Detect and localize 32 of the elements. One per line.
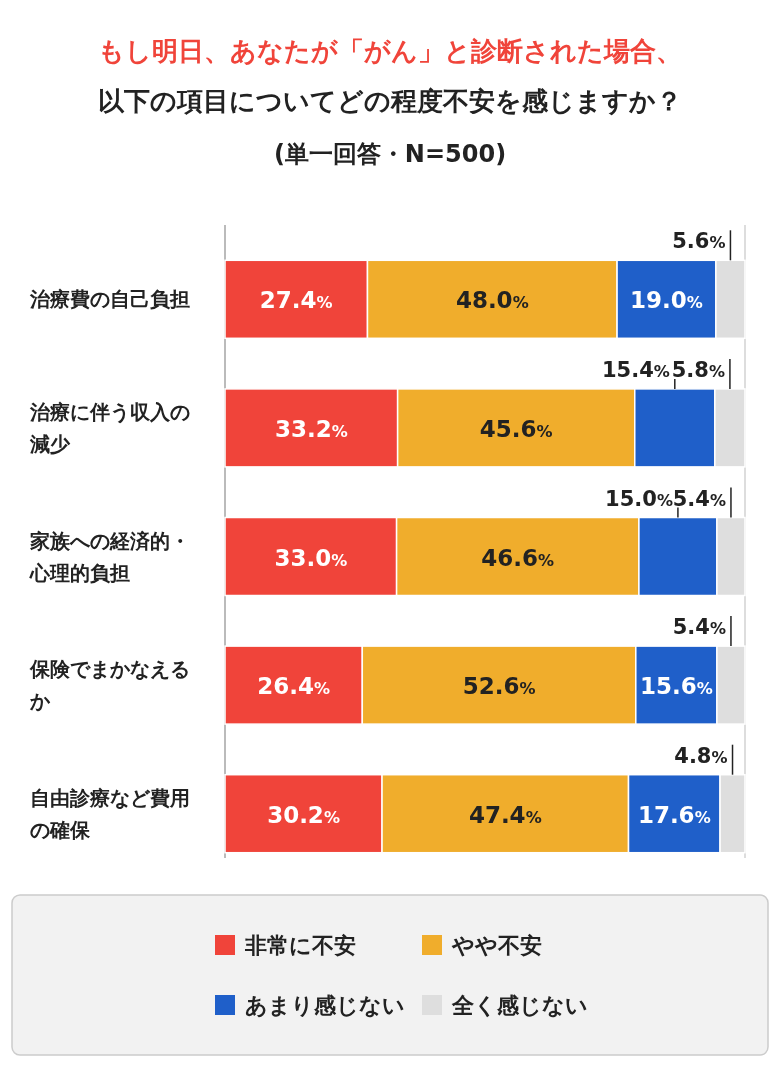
data-label: 15.0% bbox=[605, 486, 673, 511]
legend-label: 非常に不安 bbox=[244, 933, 356, 958]
data-label: 15.4% bbox=[601, 357, 670, 382]
data-label: 5.8% bbox=[671, 357, 725, 382]
data-label: 47.4% bbox=[468, 801, 542, 828]
y-tick-label: 保険でまかなえるか bbox=[30, 656, 191, 716]
data-label: 48.0% bbox=[455, 287, 529, 314]
data-label: 5.4% bbox=[672, 486, 726, 511]
data-label: 15.6% bbox=[639, 673, 713, 700]
data-label: 5.6% bbox=[672, 229, 726, 254]
data-label: 46.6% bbox=[481, 544, 555, 571]
data-label: 45.6% bbox=[479, 415, 553, 442]
data-label: 33.2% bbox=[274, 415, 348, 442]
data-label: 19.0% bbox=[630, 287, 703, 314]
data-label: 5.4% bbox=[672, 615, 726, 640]
y-tick-label: 治療費の自己負担 bbox=[30, 286, 191, 314]
data-label: 27.4% bbox=[259, 287, 333, 314]
y-tick-label: 治療に伴う収入の減少 bbox=[30, 398, 191, 458]
data-label: 26.4% bbox=[257, 673, 331, 700]
data-label: 33.0% bbox=[274, 544, 348, 571]
chart-subtitle: 以下の項目についてどの程度不安を感じますか？ bbox=[98, 86, 682, 116]
data-label: 4.8% bbox=[674, 743, 728, 768]
text: (単一回答・N=500) bbox=[273, 140, 507, 168]
data-label: 30.2% bbox=[267, 801, 340, 828]
legend-label: 全く感じない bbox=[451, 993, 588, 1018]
y-tick-label: 家族への経済的・心理的負担 bbox=[30, 527, 191, 587]
legend-label: あまり感じない bbox=[245, 993, 405, 1018]
y-tick-label: 自由診療など費用の確保 bbox=[30, 784, 191, 844]
data-label: 52.6% bbox=[462, 673, 536, 700]
chart-title: もし明日、あなたが「がん」と診断された場合、 bbox=[98, 36, 682, 66]
data-label: 17.6% bbox=[637, 801, 711, 828]
legend-label: やや不安 bbox=[451, 933, 542, 958]
